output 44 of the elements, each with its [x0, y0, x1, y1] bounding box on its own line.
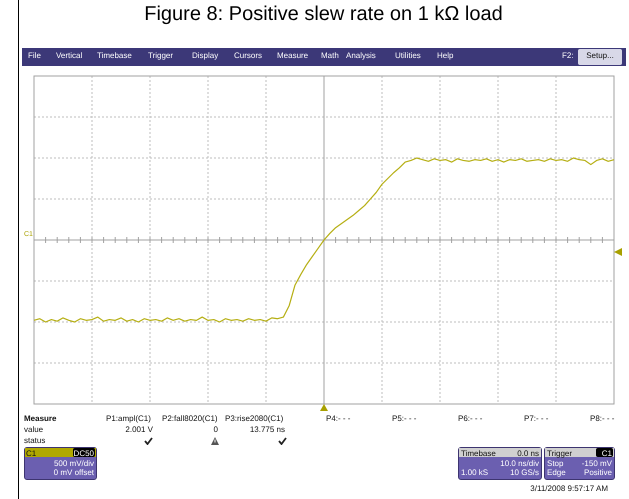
text: P4:- - -: [326, 414, 350, 424]
text: Trigger: [547, 449, 572, 459]
text: 3/11/2008 9:57:17 AM: [530, 484, 608, 494]
text: 1.00 kS: [461, 468, 488, 478]
text: 10 GS/s: [510, 468, 539, 478]
text: DC50: [74, 449, 94, 459]
text: Timebase: [461, 449, 496, 459]
text: Setup...: [586, 51, 614, 61]
text: Vertical: [56, 51, 82, 61]
text: 0 mV offset: [54, 468, 94, 478]
text: P7:- - -: [524, 414, 548, 424]
text: Cursors: [234, 51, 262, 61]
text: P1:ampl(C1): [106, 414, 151, 424]
text: F2:: [562, 51, 574, 61]
text: Timebase: [97, 51, 132, 61]
text: C1: [26, 449, 36, 459]
text: Utilities: [395, 51, 421, 61]
text: Measure: [24, 414, 56, 424]
text: 0.0 ns: [517, 449, 539, 459]
text: 500 mV/div: [54, 459, 94, 469]
text: Positive: [584, 468, 612, 478]
text: status: [24, 436, 46, 446]
text: P3:rise2080(C1): [225, 414, 284, 424]
text: Stop: [547, 459, 564, 469]
text: C1: [602, 449, 612, 459]
text: Measure: [277, 51, 308, 61]
chart-title: Figure 8: Positive slew rate on 1 kΩ load: [143, 3, 504, 26]
text: File: [28, 51, 41, 61]
text: Analysis: [346, 51, 376, 61]
text: P2:fall8020(C1): [162, 414, 218, 424]
text: Display: [192, 51, 218, 61]
text: 10.0 ns/div: [500, 459, 539, 469]
text: P6:- - -: [458, 414, 482, 424]
text: P8:- - -: [590, 414, 614, 424]
text: 13.775 ns: [250, 425, 285, 435]
text: P5:- - -: [392, 414, 416, 424]
text: -150 mV: [582, 459, 612, 469]
text: Edge: [547, 468, 566, 478]
text: 0: [214, 425, 218, 435]
text: Math: [321, 51, 339, 61]
text: Trigger: [148, 51, 174, 61]
text: Help: [437, 51, 454, 61]
text: 2.001 V: [125, 425, 153, 435]
text: value: [24, 425, 44, 435]
